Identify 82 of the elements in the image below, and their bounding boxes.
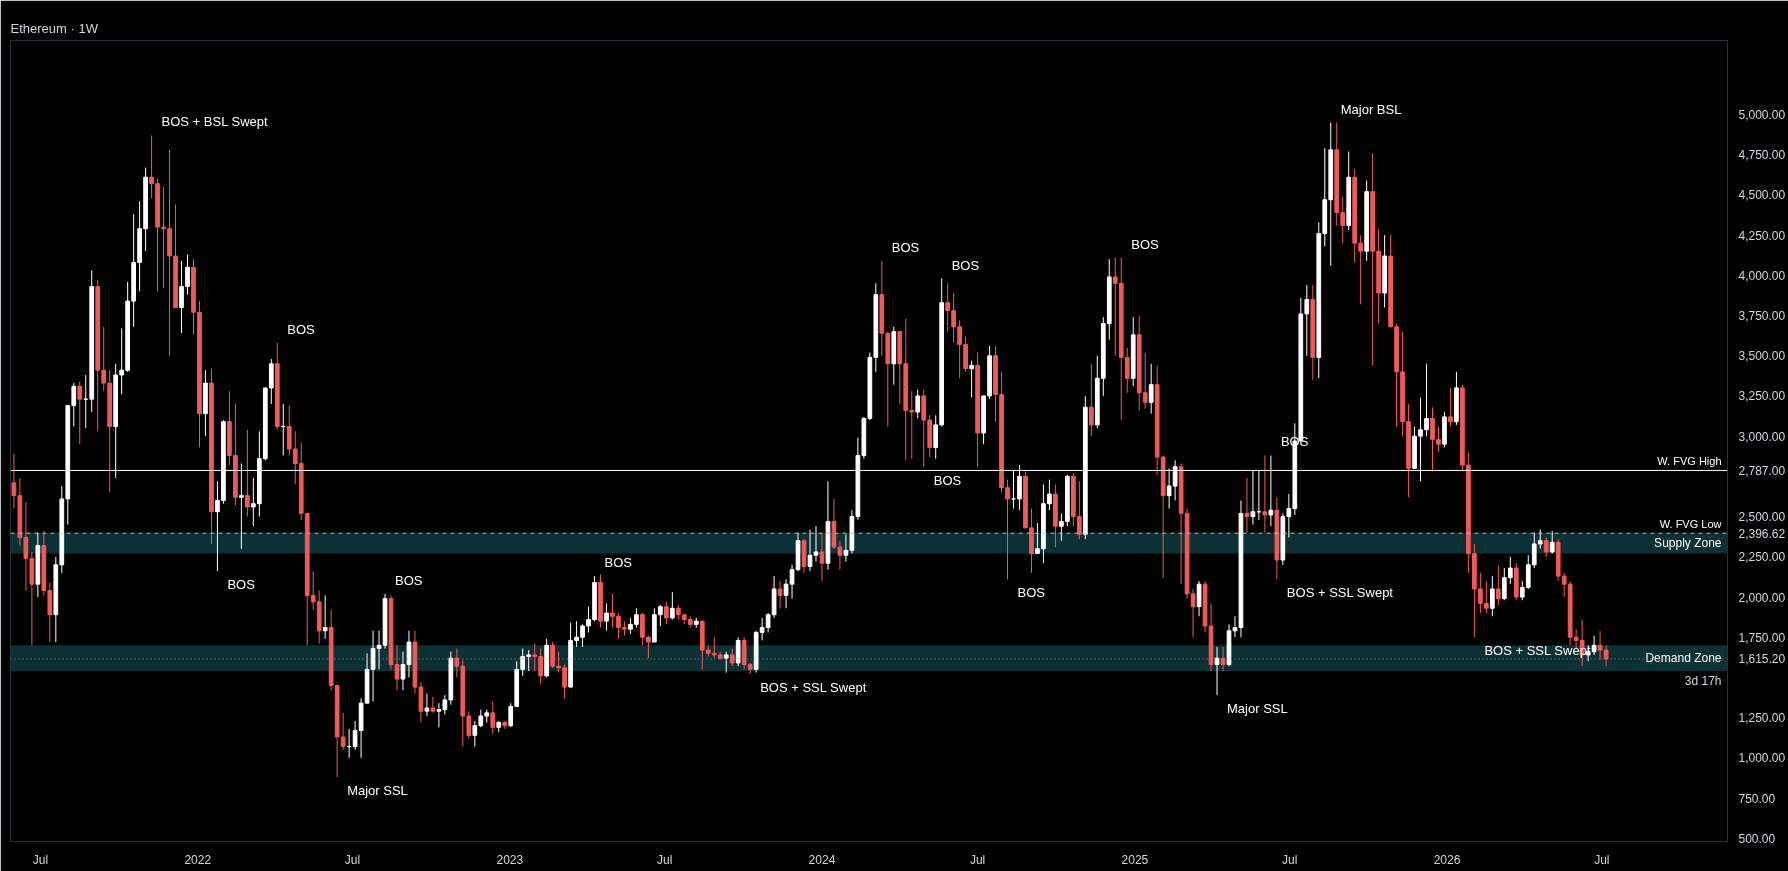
y-tick-label: 2,500.00 [1738, 510, 1786, 525]
annotation: BOS + BSL Swept [161, 114, 269, 130]
annotation: BOS [287, 321, 316, 337]
candlestick [1244, 477, 1250, 534]
x-tick-label: Jul [656, 852, 673, 867]
candlestick [669, 591, 675, 621]
y-tick-label: 2,787.00 [1738, 463, 1786, 478]
band-label: Demand Zone [1645, 651, 1722, 666]
annotation: BOS [604, 555, 633, 571]
candlestick [819, 532, 825, 582]
candlestick [1148, 363, 1154, 415]
y-tick-label: 4,250.00 [1738, 228, 1786, 243]
candlestick [663, 601, 669, 625]
annotation: Major SSL [1227, 701, 1288, 717]
x-tick-label: Jul [969, 852, 986, 867]
y-tick-label: 500.00 [1738, 831, 1776, 846]
y-tick-label: 1,000.00 [1738, 751, 1786, 766]
x-tick-label: 2025 [1121, 852, 1149, 867]
annotation: Major BSL [1340, 101, 1402, 117]
y-tick-label: 2,000.00 [1738, 590, 1786, 605]
annotation: 3d 17h [1684, 673, 1722, 688]
candlestick [1549, 530, 1555, 555]
y-tick-label: 3,000.00 [1738, 429, 1786, 444]
x-tick-label: Jul [1282, 852, 1298, 867]
candlestick [1448, 387, 1453, 428]
x-tick-label: 2023 [496, 852, 524, 867]
candlestick [430, 696, 436, 714]
y-tick-label: 750.00 [1738, 791, 1776, 806]
annotation: BOS + SSL Swept [1286, 585, 1394, 601]
y-tick-label: 1,750.00 [1738, 630, 1786, 645]
y-tick-label: 2,396.62 [1738, 526, 1786, 541]
band-label: Supply Zone [1654, 536, 1722, 551]
annotation: BOS + SSL Swept [760, 680, 867, 696]
candlestick [1220, 646, 1226, 672]
candlestick [604, 602, 609, 632]
candlestick [1088, 363, 1094, 437]
ref-line-label: W. FVG Low [1659, 518, 1722, 531]
annotation: BOS [227, 577, 256, 593]
x-tick-label: Jul [32, 852, 49, 867]
candlestick [843, 533, 849, 563]
y-tick-label: 1,615.20 [1738, 652, 1786, 667]
y-tick-label: 1,250.00 [1738, 711, 1786, 726]
candlestick [322, 594, 328, 640]
candlestick [969, 360, 974, 399]
y-tick-label: 4,500.00 [1738, 188, 1786, 203]
y-tick-label: 4,000.00 [1738, 268, 1786, 283]
y-tick-label: 3,250.00 [1738, 389, 1786, 404]
candlestick [915, 389, 921, 419]
annotation: BOS [1131, 236, 1160, 252]
x-tick-label: Jul [1594, 852, 1610, 867]
annotation: BOS [1017, 585, 1046, 601]
chart-title: Ethereum · 1W [10, 20, 99, 36]
y-tick-label: 4,750.00 [1738, 148, 1786, 163]
y-tick-label: 3,500.00 [1738, 349, 1786, 364]
candlestick [1262, 454, 1268, 534]
candlestick [1196, 580, 1202, 617]
candlestick [77, 380, 83, 445]
x-tick-label: 2022 [184, 852, 212, 867]
x-tick-label: 2026 [1433, 852, 1461, 867]
candlestick [1543, 537, 1549, 558]
candlestick [735, 636, 741, 667]
candlestick [723, 651, 729, 674]
annotation: Major SSL [347, 783, 408, 799]
candlestick [1214, 646, 1220, 696]
annotation: BOS [395, 572, 423, 588]
candlestick [424, 693, 430, 717]
y-tick-label: 5,000.00 [1738, 107, 1786, 122]
x-tick-label: Jul [344, 852, 361, 867]
ref-line-label: W. FVG High [1657, 455, 1722, 468]
y-tick-label: 3,750.00 [1738, 309, 1786, 324]
candlestick [1495, 564, 1501, 606]
annotation: BOS [933, 472, 962, 488]
y-tick-label: 2,250.00 [1738, 550, 1786, 565]
annotation: BOS [891, 239, 920, 255]
candlestick [490, 701, 496, 735]
annotation: BOS [951, 257, 980, 273]
candlestick [1490, 575, 1495, 617]
candlestick [245, 429, 250, 518]
x-tick-label: 2024 [808, 852, 836, 867]
candlestick [777, 580, 783, 609]
candlestick [11, 453, 17, 510]
candlestick [1591, 635, 1597, 656]
